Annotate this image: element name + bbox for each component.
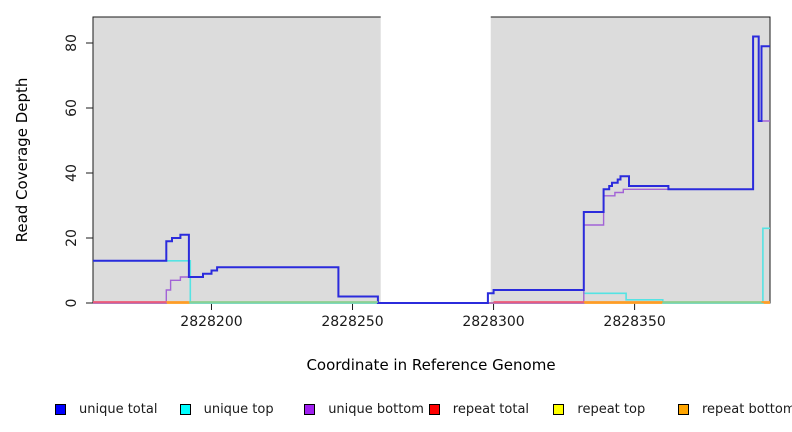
unmasked-region-band	[380, 16, 491, 304]
legend-label: repeat bottom	[702, 401, 792, 417]
legend-item-unique-bottom: unique bottom	[304, 399, 424, 419]
legend-item-repeat-top: repeat top	[553, 399, 645, 419]
legend-item-repeat-total: repeat total	[428, 399, 530, 419]
x-tick-label: 2828200	[180, 314, 243, 330]
y-tick-label: 80	[64, 34, 80, 52]
legend-label: unique top	[203, 401, 274, 417]
legend-swatch	[304, 403, 316, 415]
legend-label: repeat top	[577, 401, 646, 417]
x-tick-label: 2828300	[462, 314, 525, 330]
legend-item-repeat-bottom: repeat bottom	[678, 399, 792, 419]
x-tick-label: 2828350	[603, 314, 666, 330]
legend-swatch	[179, 403, 191, 415]
y-tick-label: 0	[64, 298, 80, 308]
legend-swatch	[553, 403, 565, 415]
y-tick-label: 60	[64, 99, 80, 117]
legend: unique total unique top unique bottom repea…	[0, 399, 792, 423]
series-line-unique-total	[93, 35, 770, 304]
legend-swatch	[55, 403, 66, 415]
legend-swatch	[428, 403, 440, 415]
legend-label: repeat total	[452, 401, 530, 417]
legend-label: unique total	[79, 401, 158, 417]
y-axis-title: Read Coverage Depth	[13, 77, 31, 243]
x-axis-title: Coordinate in Reference Genome	[306, 356, 556, 374]
legend-item-unique-total: unique total	[55, 399, 157, 419]
y-tick-label: 20	[64, 229, 80, 247]
legend-swatch	[678, 403, 689, 415]
x-tick-label: 2828250	[321, 314, 384, 330]
legend-item-unique-top: unique top	[179, 399, 274, 419]
legend-label: unique bottom	[328, 401, 424, 417]
y-tick-label: 40	[64, 164, 80, 182]
